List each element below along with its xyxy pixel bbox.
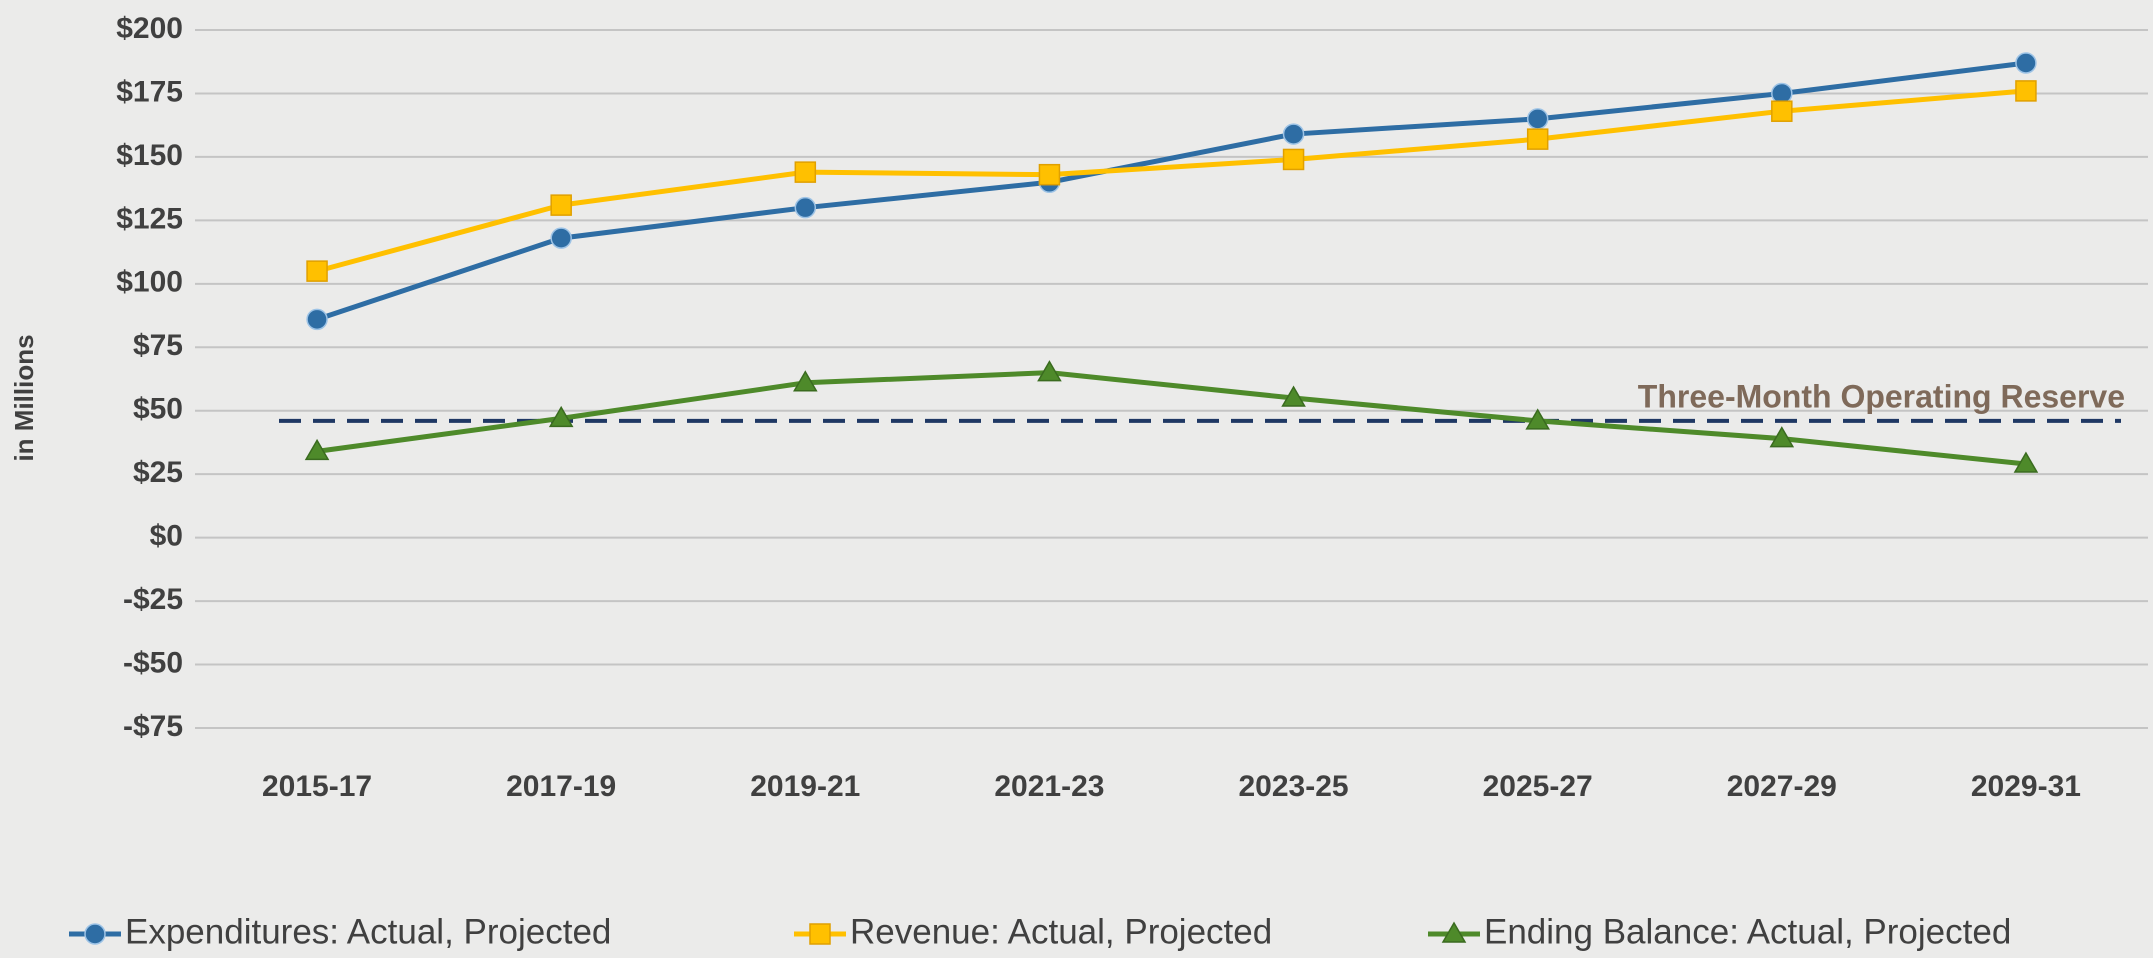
y-tick-label: $25 [133,456,183,489]
legend-label: Expenditures: Actual, Projected [125,912,611,951]
data-point [2013,451,2039,473]
data-point [550,227,572,249]
data-point [1526,108,1549,130]
y-tick-label: $0 [150,520,183,553]
legend-label: Ending Balance: Actual, Projected [1484,912,2011,951]
y-tick-label: -$25 [123,583,183,616]
data-point [1281,385,1306,407]
y-tick-label: $125 [116,202,183,235]
x-tick-label: 2023-25 [1239,770,1349,803]
data-point [1525,408,1550,430]
data-point [1771,82,1793,105]
data-point [550,194,572,216]
y-tick-label: $100 [116,266,183,299]
y-tick-label: $200 [116,12,183,45]
data-point [2015,80,2037,102]
reserve-label: Three-Month Operating Reserve [1638,378,2125,414]
y-tick-label: $75 [133,329,183,362]
data-point [304,438,330,461]
series-line [316,88,2027,274]
x-tick-label: 2019-21 [750,770,860,803]
x-tick-label: 2029-31 [1971,770,2081,803]
x-tick-label: 2027-29 [1727,770,1837,803]
data-point [1771,100,1793,122]
data-point [1037,360,1062,382]
x-tick-label: 2017-19 [506,770,616,803]
series-line [316,60,2027,322]
data-point [306,260,328,282]
data-point [1769,426,1795,448]
data-point [1526,128,1549,150]
data-point [1282,148,1305,171]
x-tick-label: 2025-27 [1483,770,1593,803]
legend-label: Revenue: Actual, Projected [850,912,1272,951]
data-point [306,308,328,331]
data-point [793,370,818,392]
y-tick-label: $50 [133,393,183,426]
data-point [1038,163,1061,186]
legend-marker [809,923,831,945]
data-point [548,405,574,428]
series-line [316,370,2027,467]
legend-marker [1441,921,1467,943]
y-tick-label: -$75 [123,710,183,743]
data-point [794,196,817,219]
y-axis-title: in Millions [9,334,39,461]
x-tick-label: 2021-23 [994,770,1104,803]
x-tick-label: 2015-17 [262,770,372,803]
legend-marker [84,923,106,945]
data-point [1282,123,1305,145]
y-tick-label: -$50 [123,646,183,679]
data-point [794,161,817,183]
y-tick-label: $175 [116,75,183,108]
data-point [2015,52,2037,74]
y-tick-label: $150 [116,139,183,172]
